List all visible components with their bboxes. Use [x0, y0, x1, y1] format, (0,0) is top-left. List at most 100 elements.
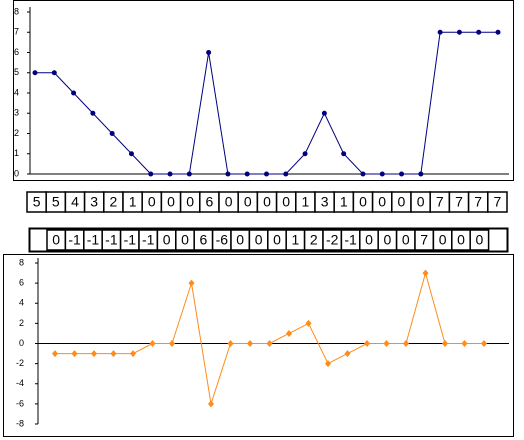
sequence-value: -1 — [142, 232, 155, 248]
y-tick-label: 8 — [14, 6, 19, 16]
line — [35, 31, 498, 175]
sequence-value: 0 — [365, 232, 373, 248]
sequence-value: 3 — [321, 194, 329, 210]
sequence-value: 7 — [420, 232, 428, 248]
y-tick-label: 3 — [14, 108, 19, 118]
sequence-value: -2 — [326, 232, 339, 248]
sequence-value: -1 — [87, 232, 100, 248]
sequence-value: 4 — [71, 194, 79, 210]
marker — [456, 29, 462, 35]
sequence-value: 3 — [90, 194, 98, 210]
marker — [305, 319, 312, 327]
marker — [266, 340, 273, 347]
sequence-value: 1 — [302, 194, 310, 210]
y-tick-label: -4 — [16, 378, 24, 388]
marker — [110, 350, 117, 358]
sequence-value: 0 — [181, 232, 189, 248]
y-tick-label: 0 — [19, 338, 24, 348]
marker — [286, 329, 292, 337]
y-tick-label: 0 — [14, 168, 19, 178]
sequence-value: 0 — [439, 232, 447, 248]
bottom-panel — [3, 254, 514, 437]
sequence-value: 0 — [457, 232, 465, 248]
marker — [90, 110, 96, 116]
sequence-value: 0 — [476, 232, 484, 248]
sequence-value: 0 — [52, 232, 60, 248]
marker — [130, 350, 136, 358]
sequence-value: 2 — [110, 194, 118, 210]
marker — [476, 29, 482, 35]
marker — [208, 400, 214, 408]
sequence-value: 5 — [52, 194, 60, 210]
sequence-value: 7 — [455, 194, 463, 210]
y-tick-label: 1 — [14, 148, 19, 158]
marker — [283, 171, 289, 177]
marker — [188, 279, 195, 287]
sequence-value: 6 — [206, 194, 214, 210]
sequence-value: 0 — [148, 194, 156, 210]
sequence-value: -1 — [344, 232, 357, 248]
marker — [341, 151, 347, 157]
y-tick-label: 2 — [19, 318, 24, 328]
marker — [244, 171, 250, 177]
sequence-value: 0 — [359, 194, 367, 210]
marker — [344, 350, 351, 358]
marker — [149, 340, 156, 347]
marker — [418, 171, 424, 177]
sequence-value: 0 — [282, 194, 290, 210]
marker — [321, 110, 327, 116]
marker — [169, 340, 175, 347]
y-tick-label: -6 — [16, 398, 24, 408]
marker — [247, 340, 253, 347]
sequence-cell — [469, 229, 490, 251]
marker — [325, 360, 331, 368]
y-tick-label: 6 — [14, 47, 19, 57]
sequence-value: 0 — [225, 194, 233, 210]
marker — [167, 171, 173, 177]
sequence-value: 1 — [340, 194, 348, 210]
sequence-value: 0 — [378, 194, 386, 210]
sequence-value: 0 — [402, 232, 410, 248]
line — [55, 271, 484, 405]
sequence-value: -1 — [68, 232, 81, 248]
y-tick-label: 2 — [14, 128, 19, 138]
marker — [52, 350, 58, 358]
marker — [481, 340, 487, 347]
y-tick-label: 8 — [19, 257, 24, 267]
marker — [206, 50, 212, 55]
marker — [495, 29, 501, 35]
marker — [399, 171, 405, 177]
marker — [442, 340, 448, 347]
marker — [422, 269, 429, 277]
y-tick-label: 7 — [14, 27, 19, 37]
sequence-value: 0 — [398, 194, 406, 210]
y-tick-label: -2 — [16, 358, 24, 368]
marker — [364, 340, 370, 347]
marker — [302, 151, 308, 157]
sequence-value: 0 — [167, 194, 175, 210]
sequence-value: -1 — [105, 232, 118, 248]
sequence-value: 0 — [417, 194, 425, 210]
marker — [264, 171, 269, 177]
marker — [225, 171, 231, 177]
sequence-frame — [28, 227, 509, 253]
sequence-value: -1 — [124, 232, 137, 248]
sequence-value: 0 — [244, 194, 252, 210]
sequence-value: 2 — [310, 232, 318, 248]
sequence-value: 1 — [129, 194, 137, 210]
sequence-value: 0 — [163, 232, 171, 248]
marker — [383, 340, 390, 347]
marker — [461, 340, 468, 347]
sequence-value: 1 — [292, 232, 300, 248]
top-panel — [13, 0, 514, 181]
marker — [379, 171, 385, 177]
y-tick-label: 4 — [19, 298, 24, 308]
sequence-value: 0 — [384, 232, 392, 248]
sequence-value: 0 — [236, 232, 244, 248]
y-tick-label: -8 — [16, 418, 24, 428]
y-tick-label: 6 — [19, 278, 24, 288]
sequence-cell — [487, 191, 508, 213]
marker — [186, 171, 192, 177]
sequence-value: 0 — [273, 232, 281, 248]
